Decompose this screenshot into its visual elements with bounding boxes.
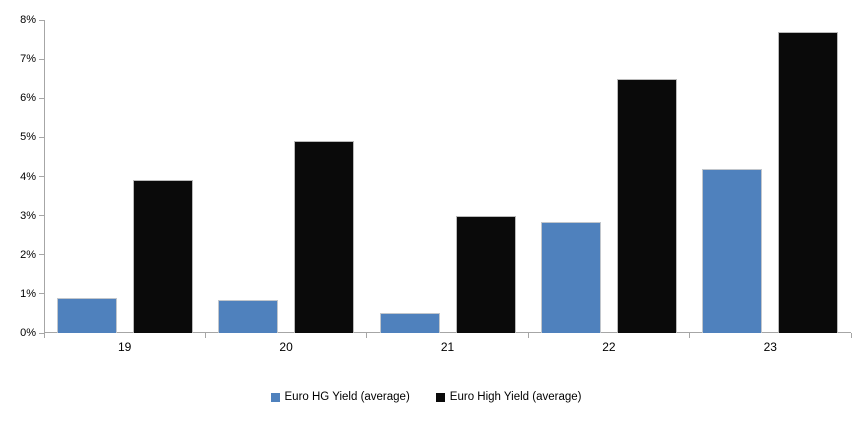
x-tick bbox=[204, 333, 206, 338]
x-tick bbox=[366, 333, 368, 338]
y-tick bbox=[39, 19, 44, 21]
bar-groups bbox=[44, 20, 851, 333]
x-tick bbox=[689, 333, 691, 338]
x-tick bbox=[43, 333, 45, 338]
bar-group bbox=[44, 20, 205, 333]
legend-item-euro-hg-yield: Euro HG Yield (average) bbox=[270, 391, 410, 403]
x-axis-label: 21 bbox=[440, 340, 455, 354]
y-tick-label: 6% bbox=[20, 92, 36, 105]
bar-euro-high-yield-average bbox=[778, 31, 839, 333]
y-tick-label: 2% bbox=[20, 248, 36, 261]
y-tick bbox=[39, 58, 44, 60]
bar-euro-hg-yield-average bbox=[218, 299, 279, 333]
legend: Euro HG Yield (average) Euro High Yield … bbox=[0, 391, 852, 403]
legend-swatch-euro-high-yield bbox=[435, 392, 445, 402]
y-tick-label: 4% bbox=[20, 170, 36, 183]
x-axis-label: 22 bbox=[602, 340, 616, 354]
bar-euro-high-yield-average bbox=[455, 215, 516, 333]
plot-area: 0% 1% 2% 3% 4% 5% 6% 7% 8% 19 20 21 22 23 bbox=[20, 14, 852, 354]
bar-group bbox=[205, 20, 366, 333]
y-tick bbox=[39, 332, 44, 334]
x-axis-label: 20 bbox=[279, 340, 293, 354]
x-tick bbox=[527, 333, 529, 338]
y-tick-label: 8% bbox=[20, 14, 36, 26]
x-tick bbox=[850, 333, 852, 338]
y-tick bbox=[39, 97, 44, 99]
bar-euro-high-yield-average bbox=[616, 78, 677, 333]
bar-euro-high-yield-average bbox=[132, 180, 193, 333]
x-axis-line bbox=[44, 332, 851, 333]
y-tick-label: 3% bbox=[20, 209, 36, 222]
bar-euro-hg-yield-average bbox=[702, 168, 763, 333]
bar-euro-hg-yield-average bbox=[56, 297, 117, 333]
legend-item-euro-high-yield: Euro High Yield (average) bbox=[435, 391, 582, 403]
bar-group bbox=[690, 20, 851, 333]
bar-group bbox=[528, 20, 689, 333]
bar-euro-hg-yield-average bbox=[379, 313, 440, 333]
legend-label-euro-high-yield: Euro High Yield (average) bbox=[449, 391, 582, 403]
legend-swatch-euro-hg-yield bbox=[270, 392, 280, 402]
x-axis-label: 23 bbox=[763, 340, 777, 354]
bar-euro-high-yield-average bbox=[294, 141, 355, 333]
y-tick-label: 0% bbox=[20, 327, 36, 339]
y-tick-label: 5% bbox=[20, 131, 36, 144]
y-tick-label: 7% bbox=[20, 53, 36, 66]
legend-label-euro-hg-yield: Euro HG Yield (average) bbox=[284, 391, 410, 403]
y-tick-label: 1% bbox=[20, 287, 36, 300]
y-tick bbox=[39, 254, 44, 256]
bar-euro-hg-yield-average bbox=[540, 221, 601, 333]
bar-group bbox=[367, 20, 528, 333]
y-tick bbox=[39, 293, 44, 295]
y-tick bbox=[39, 136, 44, 138]
x-axis-label: 19 bbox=[118, 340, 132, 354]
y-tick bbox=[39, 176, 44, 177]
y-tick bbox=[39, 215, 44, 217]
y-axis-line bbox=[44, 20, 45, 333]
